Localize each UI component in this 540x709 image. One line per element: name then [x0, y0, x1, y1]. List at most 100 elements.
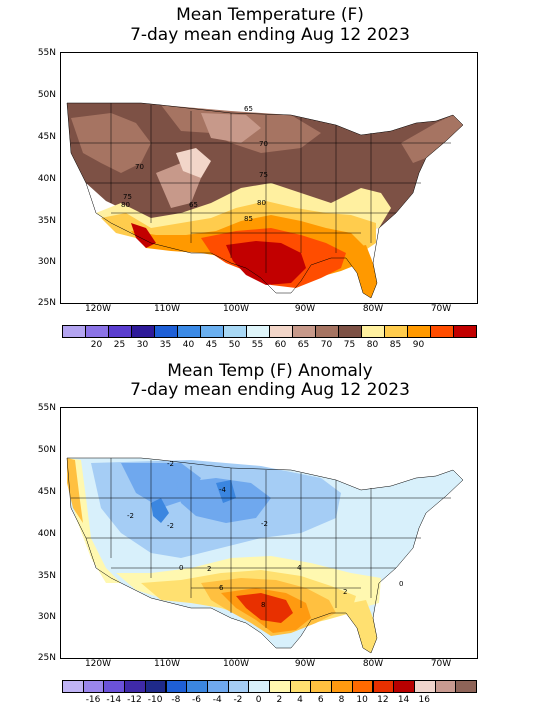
pink-brown-colorado: [176, 148, 211, 178]
colorbar-swatch: [407, 325, 431, 338]
anomaly-florida-warm: [346, 600, 377, 653]
anomaly-map: -2 -4 -2 -2 -2 0 2 4 6 8 0 2: [60, 407, 478, 659]
colorbar-label: 20: [90, 340, 103, 350]
florida: [346, 245, 377, 298]
contour-label: 0: [399, 580, 403, 588]
panel2-lat-label: 45N: [37, 487, 56, 497]
state-boundaries: [66, 457, 464, 654]
colorbar-swatch: [269, 680, 291, 693]
panel2-lon-label: 90W: [294, 659, 316, 669]
colorbar-swatch: [413, 680, 436, 693]
colorbar-swatch: [131, 325, 155, 338]
colorbar-swatch: [430, 325, 454, 338]
panel1-lat-label: 30N: [37, 257, 56, 267]
panel2-lat-label: 35N: [37, 571, 56, 581]
colorbar-label: 40: [182, 340, 195, 350]
contour-label: 0: [179, 564, 183, 572]
colorbar-swatch: [315, 325, 339, 338]
colorbar-swatch: [223, 325, 247, 338]
colorbar-label: 35: [159, 340, 172, 350]
panel1-lon-label: 100W: [222, 304, 250, 314]
colorbar-swatch: [292, 325, 316, 338]
panel1-title-line2: 7-day mean ending Aug 12 2023: [130, 25, 410, 45]
colorbar-swatch: [455, 680, 477, 693]
colorbar-label: 70: [320, 340, 333, 350]
colorbar-swatch: [453, 325, 477, 338]
colorbar-label: -12: [127, 695, 142, 705]
panel2-lat-label: 50N: [37, 445, 56, 455]
colorbar-label: 65: [297, 340, 310, 350]
colorbar-swatch: [206, 680, 229, 693]
panel2-lat-label: 25N: [37, 653, 56, 663]
colorbar-swatch: [246, 325, 270, 338]
contour-label: -2: [167, 522, 174, 530]
colorbar-swatch: [248, 680, 270, 693]
colorbar-swatch: [338, 325, 362, 338]
contour-label: 85: [244, 215, 253, 223]
colorbar-swatch: [310, 680, 333, 693]
colorbar-swatch: [227, 680, 250, 693]
panel1-lat-label: 35N: [37, 216, 56, 226]
colorbar-swatch: [289, 680, 312, 693]
contour-label: 8: [261, 601, 265, 609]
contour-label: 75: [123, 193, 132, 201]
contour-label: 6: [219, 584, 224, 592]
contour-label: 65: [244, 105, 253, 113]
colorbar-label: -10: [147, 695, 163, 705]
contour-label: 70: [259, 140, 268, 148]
colorbar-label: 2: [276, 695, 283, 705]
colorbar-swatch: [108, 325, 132, 338]
colorbar-swatch: [384, 325, 408, 338]
colorbar-swatch: [434, 680, 457, 693]
colorbar-label: 90: [412, 340, 425, 350]
colorbar-swatch: [177, 325, 201, 338]
colorbar-label: -2: [233, 695, 243, 705]
panel2-title-line1: Mean Temp (F) Anomaly: [167, 361, 373, 381]
colorbar-swatch: [351, 680, 374, 693]
colorbar-swatch: [361, 325, 385, 338]
colorbar-label: 85: [389, 340, 402, 350]
contour-label: 70: [135, 163, 144, 171]
colorbar-label: 0: [255, 695, 262, 705]
colorbar-label: 4: [297, 695, 303, 705]
dark-red-arizona: [131, 223, 156, 248]
panel2-lon-label: 110W: [153, 659, 181, 669]
colorbar-label: -6: [192, 695, 202, 705]
colorbar-swatch: [269, 325, 293, 338]
colorbar-label: 50: [228, 340, 241, 350]
colorbar-swatch: [154, 325, 178, 338]
colorbar-label: 55: [251, 340, 264, 350]
contour-label: -4: [219, 486, 227, 494]
colorbar-swatch: [124, 680, 146, 693]
colorbar-label: 60: [274, 340, 287, 350]
panel1-lat-label: 55N: [37, 48, 56, 58]
panel2-lon-label: 80W: [362, 659, 384, 669]
colorbar-swatch: [62, 325, 86, 338]
anomaly-red-core: [236, 593, 293, 623]
panel2-lat-label: 40N: [37, 529, 56, 539]
panel2-lat-label: 30N: [37, 612, 56, 622]
contour-label: 4: [297, 564, 302, 572]
panel1-lat-label: 45N: [37, 132, 56, 142]
colorbar-swatch: [331, 680, 353, 693]
panel1-lon-label: 120W: [84, 304, 112, 314]
colorbar-swatch: [372, 680, 395, 693]
colorbar-label: -16: [85, 695, 101, 705]
panel1-lat-label: 50N: [37, 90, 56, 100]
temperature-map-svg: 65 70 70 75 75 80 80 85 65: [66, 102, 464, 299]
contour-label: -2: [127, 512, 134, 520]
temperature-map: 65 70 70 75 75 80 80 85 65: [60, 52, 478, 304]
colorbar-swatch: [144, 680, 167, 693]
colorbar-swatch: [393, 680, 415, 693]
pink-brown-rockies: [156, 163, 201, 208]
panel2-lon-label: 100W: [222, 659, 250, 669]
anomaly-dark-blue: [151, 498, 169, 523]
panel1-lon-label: 90W: [294, 304, 316, 314]
colorbar-swatch: [62, 680, 84, 693]
panel1-title-line1: Mean Temperature (F): [176, 5, 364, 25]
contour-label: 2: [343, 588, 347, 596]
panel1-lat-label: 25N: [37, 298, 56, 308]
contour-label: 80: [257, 199, 266, 207]
colorbar-label: 8: [338, 695, 345, 705]
anomaly-west-warm: [67, 458, 121, 583]
